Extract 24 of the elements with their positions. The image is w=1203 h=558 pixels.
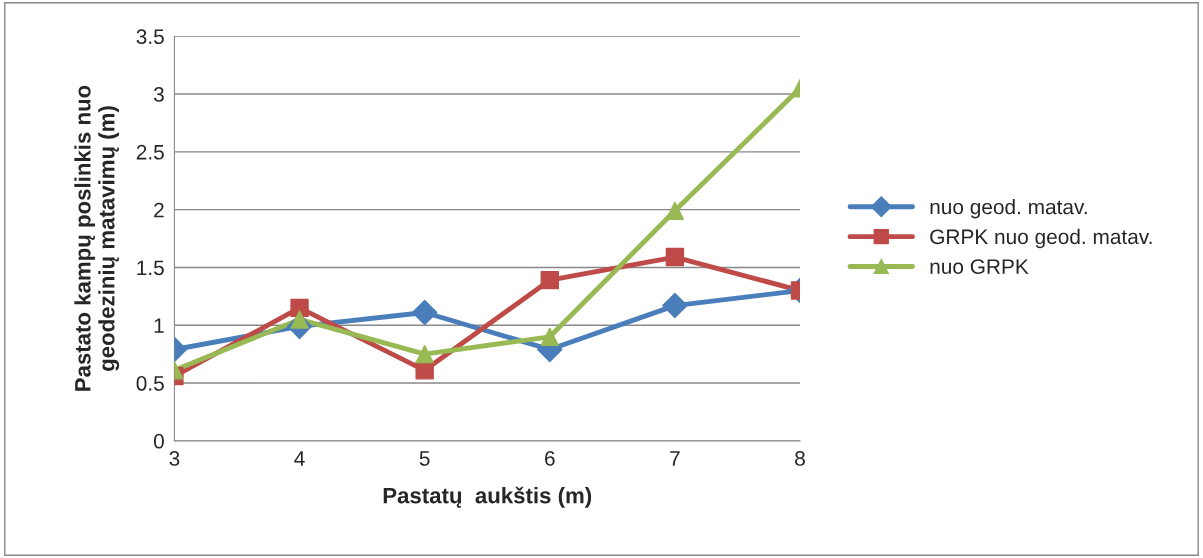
x-tick-label: 8: [795, 451, 805, 466]
y-tick-label: 0.5: [136, 376, 164, 391]
point: [411, 299, 438, 326]
x-tick-label: 5: [419, 451, 430, 466]
x-tick-label: 6: [545, 451, 555, 466]
x-tick-label: 7: [670, 451, 680, 466]
y-tick-label: 1: [154, 318, 164, 333]
y-axis-title: Pastato kampų poslinkis nuo geodezinių matavimų (m): [74, 85, 120, 391]
point: [415, 344, 434, 364]
y-tick-label: 2: [154, 202, 164, 218]
legend-label: nuo GRPK: [930, 259, 1029, 274]
x-tick-label: 4: [294, 451, 305, 466]
legend-label: nuo geod. matav.: [930, 199, 1087, 219]
y-tick-label: 3.5: [136, 29, 164, 45]
point: [415, 361, 434, 380]
x-tick-label: 3: [169, 451, 180, 466]
y-tick-label: 0: [153, 433, 164, 449]
legend-label: GRPK nuo geod. matav.: [930, 228, 1152, 249]
y-tick-label: 1.5: [137, 260, 164, 276]
x-axis-title: Pastatų aukštis (m): [383, 486, 592, 508]
point: [540, 270, 559, 290]
point: [540, 327, 559, 346]
y-tick-label: 2.5: [136, 144, 164, 160]
y-tick-label: 3: [153, 87, 164, 102]
